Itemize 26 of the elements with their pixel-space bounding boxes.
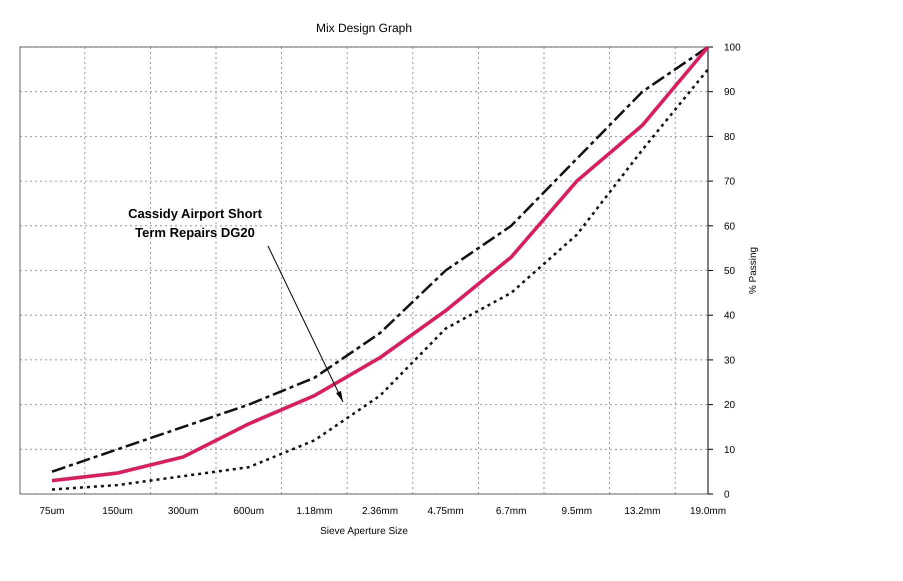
x-tick-label: 300um	[168, 506, 198, 517]
x-tick-label: 1.18mm	[296, 506, 332, 517]
y-tick-label: 50	[724, 266, 736, 277]
x-axis-title: Sieve Aperture Size	[320, 526, 408, 537]
y-tick-label: 20	[724, 400, 736, 412]
x-tick-label: 6.7mm	[496, 506, 526, 517]
y-tick-label: 10	[724, 444, 736, 456]
y-tick-label: 70	[724, 176, 736, 188]
x-tick-label: 2.36mm	[362, 506, 398, 517]
y-tick-label: 90	[724, 87, 736, 98]
x-tick-label: 9.5mm	[562, 506, 592, 517]
y-axis-title: % Passing	[748, 246, 759, 294]
x-tick-label: 19.0mm	[690, 506, 726, 517]
x-tick-label: 150um	[102, 506, 133, 517]
annotation: Cassidy Airport Short Term Repairs DG20	[128, 206, 263, 240]
chart-title: Mix Design Graph	[316, 21, 412, 35]
y-tick-label: 30	[724, 355, 736, 366]
y-tick-label: 0	[724, 490, 730, 500]
y-tick-label: 40	[724, 310, 736, 322]
x-tick-label: 75um	[39, 506, 65, 517]
y-tick-label: 100	[724, 42, 742, 54]
y-tick-label: 80	[724, 132, 736, 143]
y-tick-label: 60	[724, 221, 736, 232]
x-tick-label: 13.2mm	[624, 506, 660, 517]
x-tick-label: 600um	[234, 506, 264, 517]
x-tick-label: 4.75mm	[428, 506, 464, 517]
